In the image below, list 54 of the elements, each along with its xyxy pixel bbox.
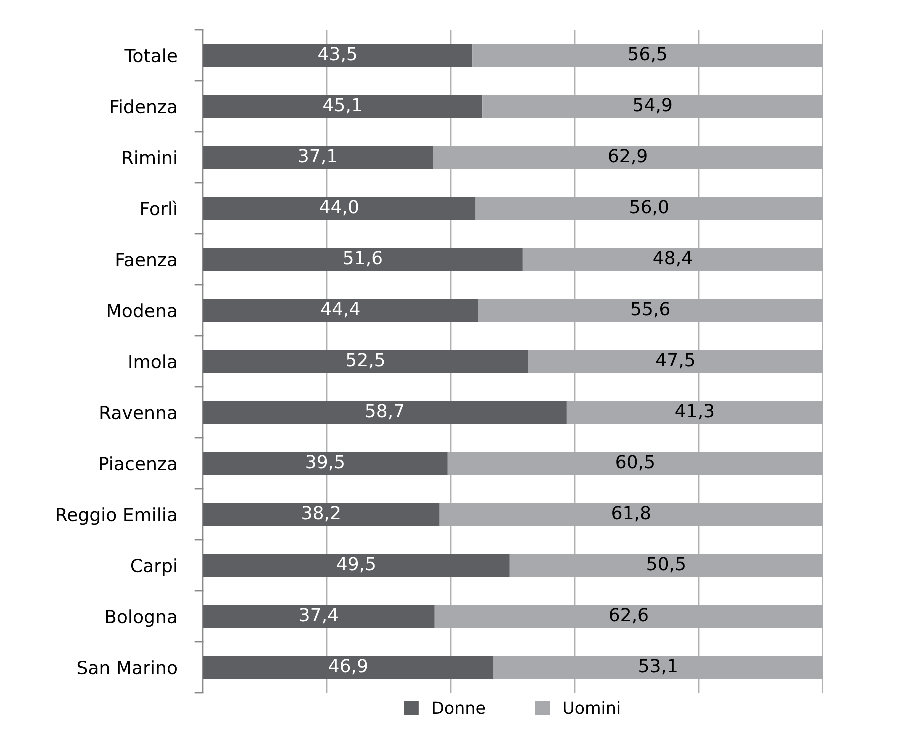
- data-label: 38,2: [302, 506, 340, 522]
- data-label: 55,6: [632, 302, 670, 318]
- bar: [203, 554, 510, 577]
- data-label: 45,1: [324, 98, 362, 114]
- y-tick-label: Ravenna: [100, 406, 176, 420]
- bar: [203, 452, 448, 475]
- y-tick-label: Reggio Emilia: [57, 508, 176, 526]
- data-label: 44,0: [320, 200, 358, 216]
- bar: [203, 146, 434, 169]
- bar: [203, 503, 440, 526]
- y-tick-label: Carpi: [131, 558, 176, 576]
- data-label: 48,4: [654, 251, 692, 267]
- bar: [203, 197, 476, 220]
- data-label: 39,5: [306, 455, 344, 471]
- data-label: 62,9: [609, 149, 647, 165]
- data-label: 43,5: [318, 47, 356, 63]
- legend-label: Donne: [433, 702, 486, 714]
- data-label: 51,6: [344, 251, 382, 267]
- y-tick-label: Modena: [108, 304, 176, 318]
- data-label: 62,6: [610, 608, 648, 624]
- data-label: 44,4: [321, 302, 360, 318]
- y-tick-label: Bologna: [106, 610, 176, 628]
- data-label: 41,3: [676, 404, 714, 420]
- y-tick-label: Rimini: [123, 150, 176, 164]
- bar: [203, 299, 478, 322]
- y-tick-label: Piacenza: [100, 456, 176, 471]
- y-tick-label: Fidenza: [111, 100, 176, 114]
- data-label: 61,8: [612, 506, 650, 522]
- data-label: 54,9: [634, 98, 672, 114]
- bar: [203, 248, 523, 271]
- y-tick-label: Forlì: [142, 200, 177, 216]
- data-label: 56,0: [630, 200, 668, 216]
- data-label: 52,5: [347, 353, 384, 369]
- y-tick-label: Imola: [130, 354, 176, 369]
- legend-label: Uomini: [564, 701, 620, 714]
- bar: [203, 605, 435, 628]
- data-label: 47,5: [656, 353, 694, 369]
- data-label: 49,5: [337, 557, 375, 573]
- bar: [203, 44, 473, 67]
- bar: [203, 350, 528, 373]
- data-label: 50,5: [648, 557, 685, 573]
- y-tick-label: San Marino: [78, 660, 178, 675]
- bar: [203, 656, 494, 679]
- bar: [203, 401, 567, 424]
- bar: [203, 95, 483, 118]
- data-label: 37,1: [299, 149, 336, 165]
- data-label: 46,9: [329, 659, 368, 675]
- data-label: 53,1: [640, 659, 677, 675]
- data-label: 60,5: [616, 455, 654, 471]
- data-label: 56,5: [629, 47, 666, 63]
- data-label: 37,4: [300, 608, 338, 624]
- data-label: 58,7: [366, 404, 404, 420]
- y-tick-label: Totale: [124, 48, 178, 63]
- y-tick-label: Faenza: [116, 253, 176, 267]
